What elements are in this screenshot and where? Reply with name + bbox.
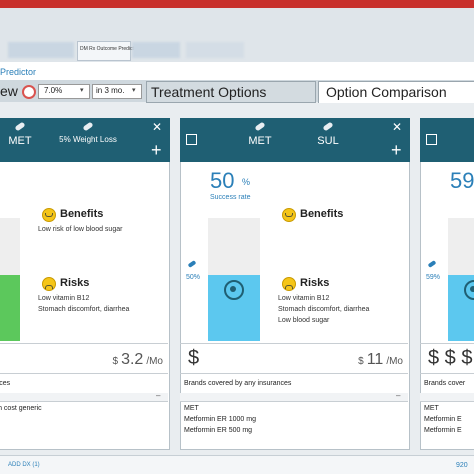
emoji-mouth [45, 213, 53, 217]
med-text: Metformin E [424, 416, 462, 423]
target-icon [464, 280, 474, 300]
dropdown-arrow: ▾ [132, 87, 136, 94]
browser-tab[interactable] [132, 42, 180, 58]
app-title: Predictor [0, 67, 37, 77]
cost-dollars: $ [188, 347, 200, 369]
divider [420, 373, 474, 374]
med-group: MET [424, 405, 439, 412]
cost-dollars: $ $ $ [428, 347, 473, 369]
bar-background [208, 218, 260, 275]
risk-text: Stomach discomfort, diarrhea [278, 306, 370, 313]
card-header [180, 118, 410, 162]
goal-value: 7.0% [44, 86, 63, 95]
emoji-icon [42, 208, 56, 222]
checkbox[interactable] [426, 134, 437, 145]
med-text: Metformin E [424, 427, 462, 434]
close-button[interactable]: ✕ [392, 120, 403, 134]
coverage-text: ed by any insurances [0, 380, 11, 387]
card-header [420, 118, 474, 162]
checkbox[interactable] [186, 134, 197, 145]
header-label: SUL [317, 135, 339, 147]
target-center [230, 286, 236, 292]
cost-cost: 11 [366, 351, 384, 368]
cost-cost-unit: /Mo [386, 356, 403, 367]
benefits-title: Benefits [60, 208, 104, 220]
bar-background [448, 218, 474, 275]
tab-label: Treatment Options [151, 84, 267, 100]
divider [420, 343, 474, 344]
coverage-text: Brands cover [424, 380, 466, 387]
target-center [470, 286, 474, 292]
risk-text: Low vitamin B12 [278, 295, 330, 302]
divider [0, 373, 168, 374]
bar-fill [0, 275, 20, 341]
add-dx[interactable]: ADD DX (1) [8, 462, 40, 468]
browser-top-bar [0, 0, 474, 8]
emoji-icon [282, 208, 296, 222]
browser-tab[interactable] [77, 41, 131, 61]
add-button[interactable]: + [151, 140, 162, 160]
cost-cost-unit: /Mo [146, 356, 163, 367]
goal-icon [22, 85, 36, 99]
target-icon [224, 280, 244, 300]
browser-tab[interactable] [8, 42, 74, 58]
header-label: MET [8, 135, 32, 147]
tab-partial[interactable]: ew [0, 83, 18, 99]
meds-header [180, 393, 408, 402]
goal-dropdown[interactable] [38, 84, 90, 99]
benefits-title: Benefits [300, 208, 344, 220]
footer [0, 455, 474, 474]
success-value: 59 [450, 168, 474, 193]
app-title-bar [0, 62, 474, 80]
bar-label: 59% [426, 274, 441, 281]
bar-background [0, 218, 20, 275]
header-label: 5% Weight Loss [59, 135, 117, 144]
tab[interactable] [146, 81, 316, 103]
emoji-mouth [285, 213, 293, 217]
risks-title: Risks [60, 277, 90, 289]
cost-cost: 3.2 [121, 351, 144, 368]
med-text: Metformin ER 500 mg [184, 427, 253, 434]
med-text: 000 mg *Note high cost generic [0, 405, 42, 412]
risk-text: Low vitamin B12 [38, 295, 90, 302]
cost-row: $3.2/Mo [88, 352, 163, 368]
close-button[interactable]: ✕ [152, 120, 163, 134]
cost-cost-prefix: $ [112, 356, 119, 367]
collapse-button[interactable]: – [156, 391, 161, 400]
risk-text: Stomach discomfort, diarrhea [38, 306, 130, 313]
benefit-text: Low risk of low blood sugar [38, 226, 123, 233]
divider [180, 373, 408, 374]
header-label: MET [248, 135, 272, 147]
med-text: Metformin ER 1000 mg [184, 416, 256, 423]
dropdown-arrow: ▾ [80, 87, 84, 94]
browser-tab[interactable] [186, 42, 244, 58]
cost-cost-prefix: $ [358, 356, 364, 367]
timeframe-dropdown[interactable] [92, 84, 142, 99]
tab-active[interactable] [318, 81, 474, 103]
divider [180, 343, 408, 344]
footer-right: 920 [456, 462, 468, 469]
emoji-mouth [285, 285, 293, 289]
meds-header [420, 393, 474, 402]
bar-label: 50% [186, 274, 201, 281]
risk-text: Low blood sugar [278, 317, 330, 324]
tab-label: Option Comparison [326, 84, 447, 100]
success-value: 50 [210, 168, 235, 193]
success-label: Success rate [210, 194, 251, 201]
emoji-mouth [45, 285, 53, 289]
med-group: MET [184, 405, 199, 412]
divider [0, 343, 168, 344]
collapse-button[interactable]: – [396, 391, 401, 400]
add-button[interactable]: + [391, 140, 402, 160]
cost-row: $11/Mo [328, 352, 403, 368]
risks-title: Risks [300, 277, 330, 289]
timeframe-value: in 3 mo. [96, 86, 125, 95]
success-unit: % [242, 177, 251, 187]
coverage-text: Brands covered by any insurances [184, 380, 292, 387]
browser-tab-label: DM Rx Outcome Predictor [80, 46, 139, 52]
meds-header [0, 393, 168, 402]
